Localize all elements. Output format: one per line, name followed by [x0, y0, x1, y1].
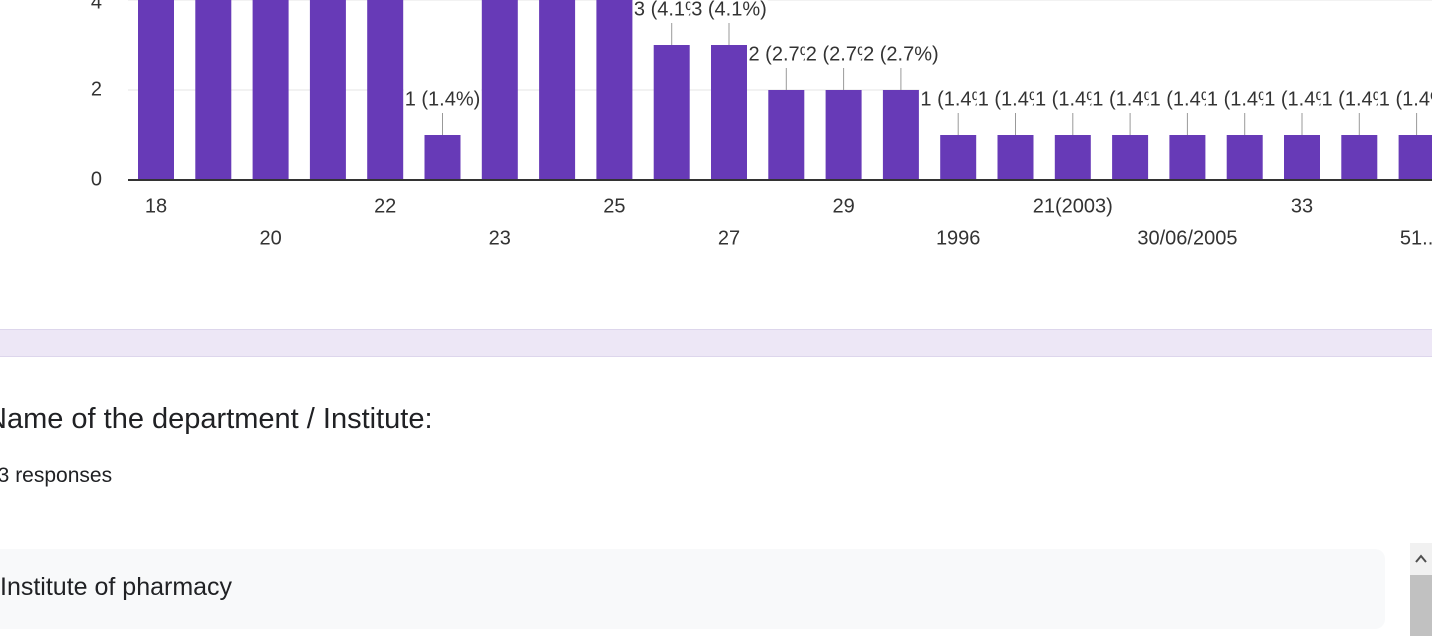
- bar: [711, 45, 747, 180]
- bar: [596, 0, 633, 180]
- x-tick-label: 30/06/2005: [1137, 227, 1237, 249]
- x-tick-label: 27: [718, 227, 740, 249]
- x-tick-label: 21(2003): [1033, 195, 1113, 217]
- x-tick-label: 18: [145, 195, 167, 217]
- bar: [1226, 135, 1263, 180]
- y-tick-label: 0: [91, 168, 102, 190]
- label-background: [1377, 88, 1432, 112]
- bar: [825, 90, 862, 180]
- x-tick-label: 20: [259, 227, 281, 249]
- y-tick-label: 4: [91, 0, 102, 13]
- bar: [481, 0, 518, 180]
- bar: [882, 90, 919, 180]
- x-tick-label: 25: [603, 195, 625, 217]
- y-tick-label: 2: [91, 78, 102, 100]
- bar: [252, 0, 289, 180]
- section-divider: [0, 329, 1432, 357]
- label-background: [690, 0, 768, 22]
- bar: [940, 135, 977, 180]
- x-tick-label: 23: [489, 227, 511, 249]
- bar: [1398, 135, 1432, 180]
- answer-box: Institute of pharmacy: [0, 549, 1385, 629]
- bar: [138, 0, 174, 180]
- bar: [768, 90, 805, 180]
- scrollbar-thumb[interactable]: [1410, 575, 1432, 636]
- question-title: Name of the department / Institute:: [0, 403, 433, 435]
- scroll-up[interactable]: [1410, 543, 1432, 573]
- x-tick-label: 29: [832, 195, 854, 217]
- bar: [309, 0, 346, 180]
- chart: 0 2 4 18 20 22 23 25 27 29 1996 21(2003) 30/06/2005 3…: [91, 0, 1432, 249]
- bar: [997, 135, 1034, 180]
- data-label: 1 (1.4%): [405, 88, 481, 110]
- data-label: 3 (4.1%): [691, 0, 767, 20]
- bar: [424, 135, 461, 180]
- bar: [367, 0, 404, 180]
- arrow-icon: [1415, 554, 1427, 563]
- x-tick-label: 1996: [936, 227, 981, 249]
- data-label: 1 (1.4%): [1379, 88, 1432, 110]
- bar: [653, 45, 690, 180]
- answer-text: Institute of pharmacy: [0, 573, 233, 601]
- bar: [195, 0, 232, 180]
- bar: [539, 0, 576, 180]
- x-tick-label: 22: [374, 195, 396, 217]
- label-background: [403, 88, 482, 112]
- data-label: 2 (2.7%): [863, 43, 939, 65]
- x-tick-label: 33: [1291, 195, 1313, 217]
- bar: [1169, 135, 1206, 180]
- bar: [1112, 135, 1149, 180]
- bar: [1284, 135, 1320, 180]
- bar: [1054, 135, 1091, 180]
- response-count: 73 responses: [0, 464, 113, 487]
- label-background: [862, 43, 940, 67]
- x-tick-label: 51..: [1400, 227, 1432, 249]
- bar: [1341, 135, 1378, 180]
